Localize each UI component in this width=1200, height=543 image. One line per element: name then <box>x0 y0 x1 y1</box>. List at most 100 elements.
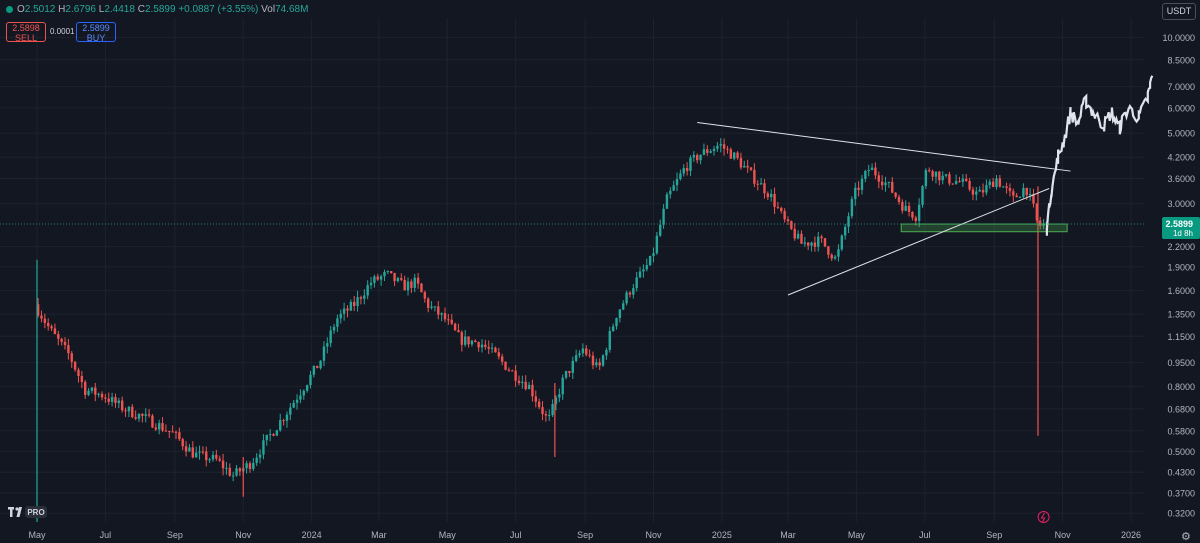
candle-body <box>339 313 342 319</box>
candle-body <box>961 178 965 182</box>
candle-body <box>696 154 699 161</box>
candle-body <box>447 319 450 321</box>
candle-body <box>759 183 763 185</box>
candle-body <box>332 326 336 331</box>
candle-body <box>144 414 147 416</box>
candle-body <box>484 344 487 347</box>
y-tick-label: 0.5800 <box>1167 426 1195 436</box>
buy-button[interactable]: 2.5899 BUY <box>76 22 116 43</box>
candle-body <box>426 298 430 308</box>
candle-body <box>874 167 877 176</box>
buy-price: 2.5899 <box>82 23 110 33</box>
candle-body <box>228 467 231 476</box>
candle-body <box>796 233 800 239</box>
low-label: L <box>98 4 105 15</box>
y-tick-label: 2.2000 <box>1167 242 1195 252</box>
candle-body <box>120 400 124 411</box>
candle-body <box>924 170 928 187</box>
candle-body <box>840 235 844 250</box>
candle-body <box>692 154 696 158</box>
candle-body <box>595 362 598 366</box>
candle-body <box>635 277 638 289</box>
candle-body <box>151 415 154 428</box>
candle-body <box>369 282 373 286</box>
candle-body <box>981 189 985 193</box>
candle-body <box>564 371 568 378</box>
candle-body <box>665 194 669 209</box>
candle-body <box>104 397 107 399</box>
candle-body <box>433 306 437 308</box>
candle-body <box>830 254 833 259</box>
candle-body <box>588 354 591 356</box>
candle-body <box>279 420 282 431</box>
candle-body <box>645 265 648 270</box>
candle-body <box>958 181 961 183</box>
candle-body <box>978 189 981 192</box>
candle-body <box>998 178 1002 187</box>
candle-body <box>208 459 211 461</box>
candle-body <box>440 313 443 315</box>
candle-body <box>83 381 87 395</box>
candle-body <box>537 401 541 408</box>
close-value: 2.5899 <box>144 4 176 15</box>
candle-body <box>443 313 447 320</box>
candle-body <box>60 338 63 342</box>
candle-body <box>652 253 655 256</box>
candle-body <box>90 387 94 391</box>
candle-body <box>47 322 50 327</box>
candle-body <box>309 374 312 386</box>
candle-body <box>554 397 558 405</box>
candle-body <box>719 144 722 146</box>
candle-body <box>124 410 127 412</box>
currency-selector[interactable]: USDT <box>1162 3 1196 20</box>
candle-body <box>581 348 585 354</box>
candle-body <box>753 169 756 184</box>
candle-body <box>1005 186 1008 188</box>
candle-body <box>110 397 114 402</box>
candle-body <box>1022 187 1025 197</box>
candle-body <box>265 434 268 441</box>
candle-body <box>396 278 400 282</box>
candle-body <box>262 440 265 455</box>
candle-body <box>154 427 158 430</box>
settings-gear-icon[interactable]: ⚙ <box>1181 531 1191 543</box>
candle-body <box>672 185 675 191</box>
candle-body <box>786 219 790 222</box>
candle-body <box>87 390 90 395</box>
candle-body <box>319 360 322 369</box>
candle-body <box>201 451 205 453</box>
candle-body <box>474 340 477 343</box>
candle-body <box>860 178 864 190</box>
candle-body <box>783 211 786 220</box>
candle-body <box>736 152 739 158</box>
candle-body <box>746 165 749 168</box>
candle-body <box>864 170 867 179</box>
candle-body <box>897 196 901 203</box>
candle-body <box>800 233 803 244</box>
y-tick-label: 0.4300 <box>1167 468 1195 478</box>
candle-body <box>117 400 121 404</box>
candle-body <box>57 334 60 339</box>
sell-button[interactable]: 2.5898 SELL <box>6 22 46 43</box>
candle-body <box>36 304 40 316</box>
candle-body <box>353 301 356 306</box>
candle-body <box>94 387 97 395</box>
x-tick-label: 2024 <box>302 530 322 540</box>
candle-body <box>891 181 894 193</box>
candle-body <box>511 370 514 372</box>
candle-body <box>615 317 618 327</box>
candle-body <box>968 180 971 190</box>
y-tick-label: 0.3700 <box>1167 489 1195 499</box>
y-tick-label: 3.0000 <box>1167 199 1195 209</box>
volume-label: Vol <box>261 4 276 15</box>
candle-body <box>917 204 921 221</box>
candle-body <box>521 381 524 384</box>
candle-body <box>453 323 457 331</box>
candle-body <box>591 355 595 366</box>
candle-body <box>571 360 574 373</box>
candle-body <box>1035 203 1039 221</box>
candle-body <box>70 353 73 362</box>
candle-body <box>238 468 242 472</box>
candle-body <box>312 365 316 375</box>
